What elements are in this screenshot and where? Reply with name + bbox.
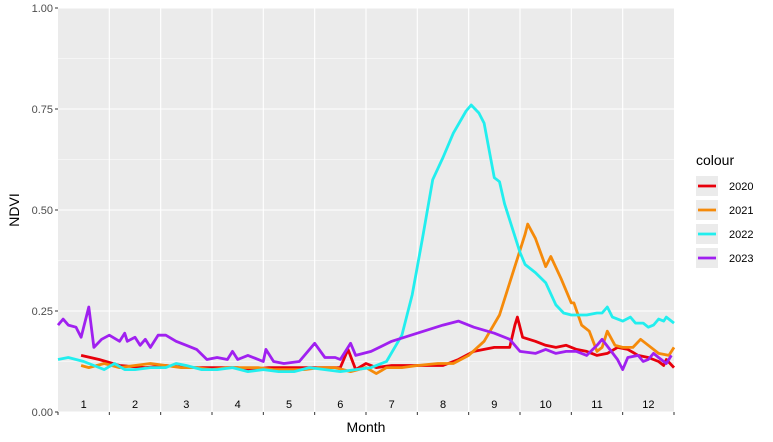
x-axis-title: Month: [347, 419, 386, 435]
x-tick-label: 1: [81, 399, 87, 411]
x-tick-label: 10: [540, 399, 552, 411]
series-line-2022: [57, 103, 675, 373]
y-tick-label: 0.25: [32, 306, 53, 318]
series-line-2023: [56, 305, 673, 371]
x-tick-label: 12: [642, 399, 654, 411]
legend-label-2021: 2021: [729, 205, 753, 217]
x-tick-label: 11: [591, 399, 602, 411]
x-tick-label: 3: [183, 399, 189, 411]
y-tick-label: 0.50: [32, 205, 53, 217]
legend-label-2022: 2022: [729, 229, 753, 241]
y-tick-label: 0.75: [32, 104, 53, 116]
x-tick-label: 2: [132, 399, 138, 411]
legend: colour 2020 2021 2022 2023: [696, 152, 753, 268]
x-tick-label: 4: [235, 399, 241, 411]
axes: 0.000.250.500.751.001 2 3 4 5 6 7 8 9 10 11 12: [32, 3, 675, 419]
y-axis-title: NDVI: [6, 193, 22, 226]
legend-label-2023: 2023: [729, 253, 753, 265]
legend-title: colour: [696, 152, 734, 168]
legend-label-2020: 2020: [729, 181, 753, 193]
y-tick-label: 0.00: [32, 407, 53, 419]
grid-lines: [58, 7, 674, 413]
x-tick-label: 6: [337, 399, 343, 411]
x-tick-label: 9: [491, 399, 497, 411]
x-tick-label: 8: [440, 399, 446, 411]
x-tick-label: 7: [389, 399, 395, 411]
series-layer: [56, 103, 676, 375]
y-tick-label: 1.00: [32, 3, 53, 15]
x-tick-label: 5: [286, 399, 292, 411]
